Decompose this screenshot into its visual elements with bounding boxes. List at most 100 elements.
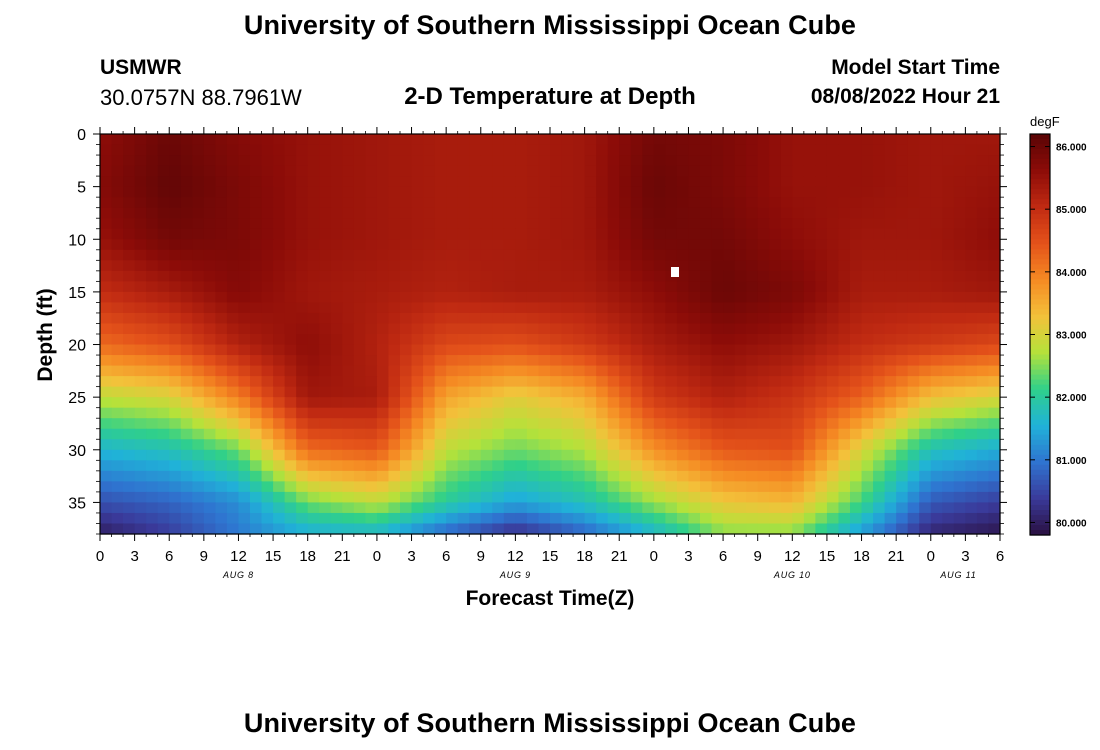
heatmap-cell [988, 344, 1001, 356]
heatmap-cell [307, 481, 320, 493]
heatmap-cell [861, 407, 874, 419]
heatmap-cell [561, 176, 574, 188]
heatmap-cell [746, 197, 759, 209]
heatmap-cell [596, 144, 609, 156]
heatmap-cell [423, 197, 436, 209]
heatmap-cell [273, 418, 286, 430]
heatmap-cell [434, 134, 447, 146]
heatmap-cell [734, 176, 747, 188]
heatmap-cell [619, 449, 632, 461]
heatmap-cell [457, 481, 470, 493]
heatmap-cell [838, 407, 851, 419]
heatmap-cell [480, 449, 493, 461]
heatmap-cell [700, 312, 713, 325]
heatmap-cell [342, 365, 355, 377]
heatmap-cell [769, 197, 782, 209]
heatmap-cell [157, 439, 170, 451]
heatmap-cell [850, 449, 863, 461]
heatmap-cell [503, 197, 516, 209]
heatmap-cell [873, 323, 886, 335]
heatmap-cell [215, 355, 228, 367]
heatmap-cell [400, 397, 413, 409]
heatmap-cell [203, 281, 216, 293]
heatmap-cell [619, 155, 632, 167]
heatmap-cell [653, 355, 666, 367]
heatmap-cell [226, 523, 240, 535]
heatmap-cell [700, 376, 713, 388]
heatmap-cell [919, 428, 932, 440]
heatmap-cell [896, 470, 909, 482]
heatmap-cell [630, 386, 643, 398]
heatmap-cell [423, 249, 436, 261]
heatmap-cell [469, 355, 482, 367]
heatmap-cell [238, 376, 251, 388]
heatmap-cell [203, 407, 216, 419]
heatmap-cell [457, 502, 470, 514]
heatmap-cell [919, 270, 932, 282]
heatmap-cell [388, 239, 401, 251]
heatmap-cell [469, 376, 482, 388]
heatmap-cell [515, 302, 528, 314]
heatmap-cell [134, 449, 147, 461]
heatmap-cell [561, 249, 574, 261]
heatmap-cell [884, 355, 897, 367]
heatmap-cell [111, 270, 124, 282]
heatmap-cell [365, 323, 378, 335]
heatmap-cell [503, 355, 516, 367]
heatmap-cell [353, 323, 366, 335]
heatmap-cell [976, 260, 990, 272]
colorbar-step [1030, 354, 1050, 361]
heatmap-cell [930, 323, 943, 335]
heatmap-cell [480, 165, 493, 177]
heatmap-cell [676, 470, 690, 482]
heatmap-cell [596, 386, 609, 398]
heatmap-cell [734, 418, 747, 430]
heatmap-cell [665, 334, 678, 346]
heatmap-cell [307, 312, 320, 325]
heatmap-cell [515, 312, 528, 325]
heatmap-cell [538, 449, 551, 461]
heatmap-cell [446, 502, 459, 514]
heatmap-cell [884, 365, 897, 377]
heatmap-cell [930, 397, 943, 409]
heatmap-cell [296, 418, 309, 430]
heatmap-cell [942, 397, 955, 409]
heatmap-cell [653, 502, 666, 514]
heatmap-cell [919, 491, 932, 504]
heatmap-cell [596, 460, 609, 472]
heatmap-cell [896, 312, 909, 325]
heatmap-cell [630, 218, 643, 230]
heatmap-cell [803, 460, 816, 472]
heatmap-cell [353, 470, 366, 482]
heatmap-cell [561, 365, 574, 377]
heatmap-cell [538, 176, 551, 188]
heatmap-cell [342, 302, 355, 314]
x-tick-label: 12 [507, 548, 524, 565]
heatmap-cell [400, 365, 413, 377]
heatmap-cell [619, 428, 632, 440]
heatmap-cell [803, 176, 816, 188]
heatmap-cell [942, 376, 955, 388]
heatmap-cell [192, 470, 205, 482]
heatmap-cell [792, 365, 805, 377]
heatmap-cell [884, 176, 897, 188]
heatmap-cell [746, 502, 759, 514]
heatmap-cell [192, 502, 205, 514]
heatmap-cell [538, 344, 551, 356]
heatmap-cell [561, 186, 574, 198]
heatmap-cell [446, 239, 459, 251]
heatmap-cell [146, 291, 159, 304]
heatmap-cell [884, 439, 897, 451]
heatmap-cell [757, 144, 770, 156]
heatmap-cell [757, 365, 770, 377]
heatmap-cell [803, 355, 816, 367]
heatmap-cell [480, 439, 493, 451]
x-tick-label: 9 [754, 548, 762, 565]
heatmap-cell [803, 249, 816, 261]
heatmap-cell [203, 228, 216, 240]
heatmap-cell [757, 249, 770, 261]
heatmap-cell [307, 449, 320, 461]
heatmap-cell [584, 134, 597, 146]
heatmap-cell [976, 249, 990, 261]
heatmap-cell [861, 302, 874, 314]
